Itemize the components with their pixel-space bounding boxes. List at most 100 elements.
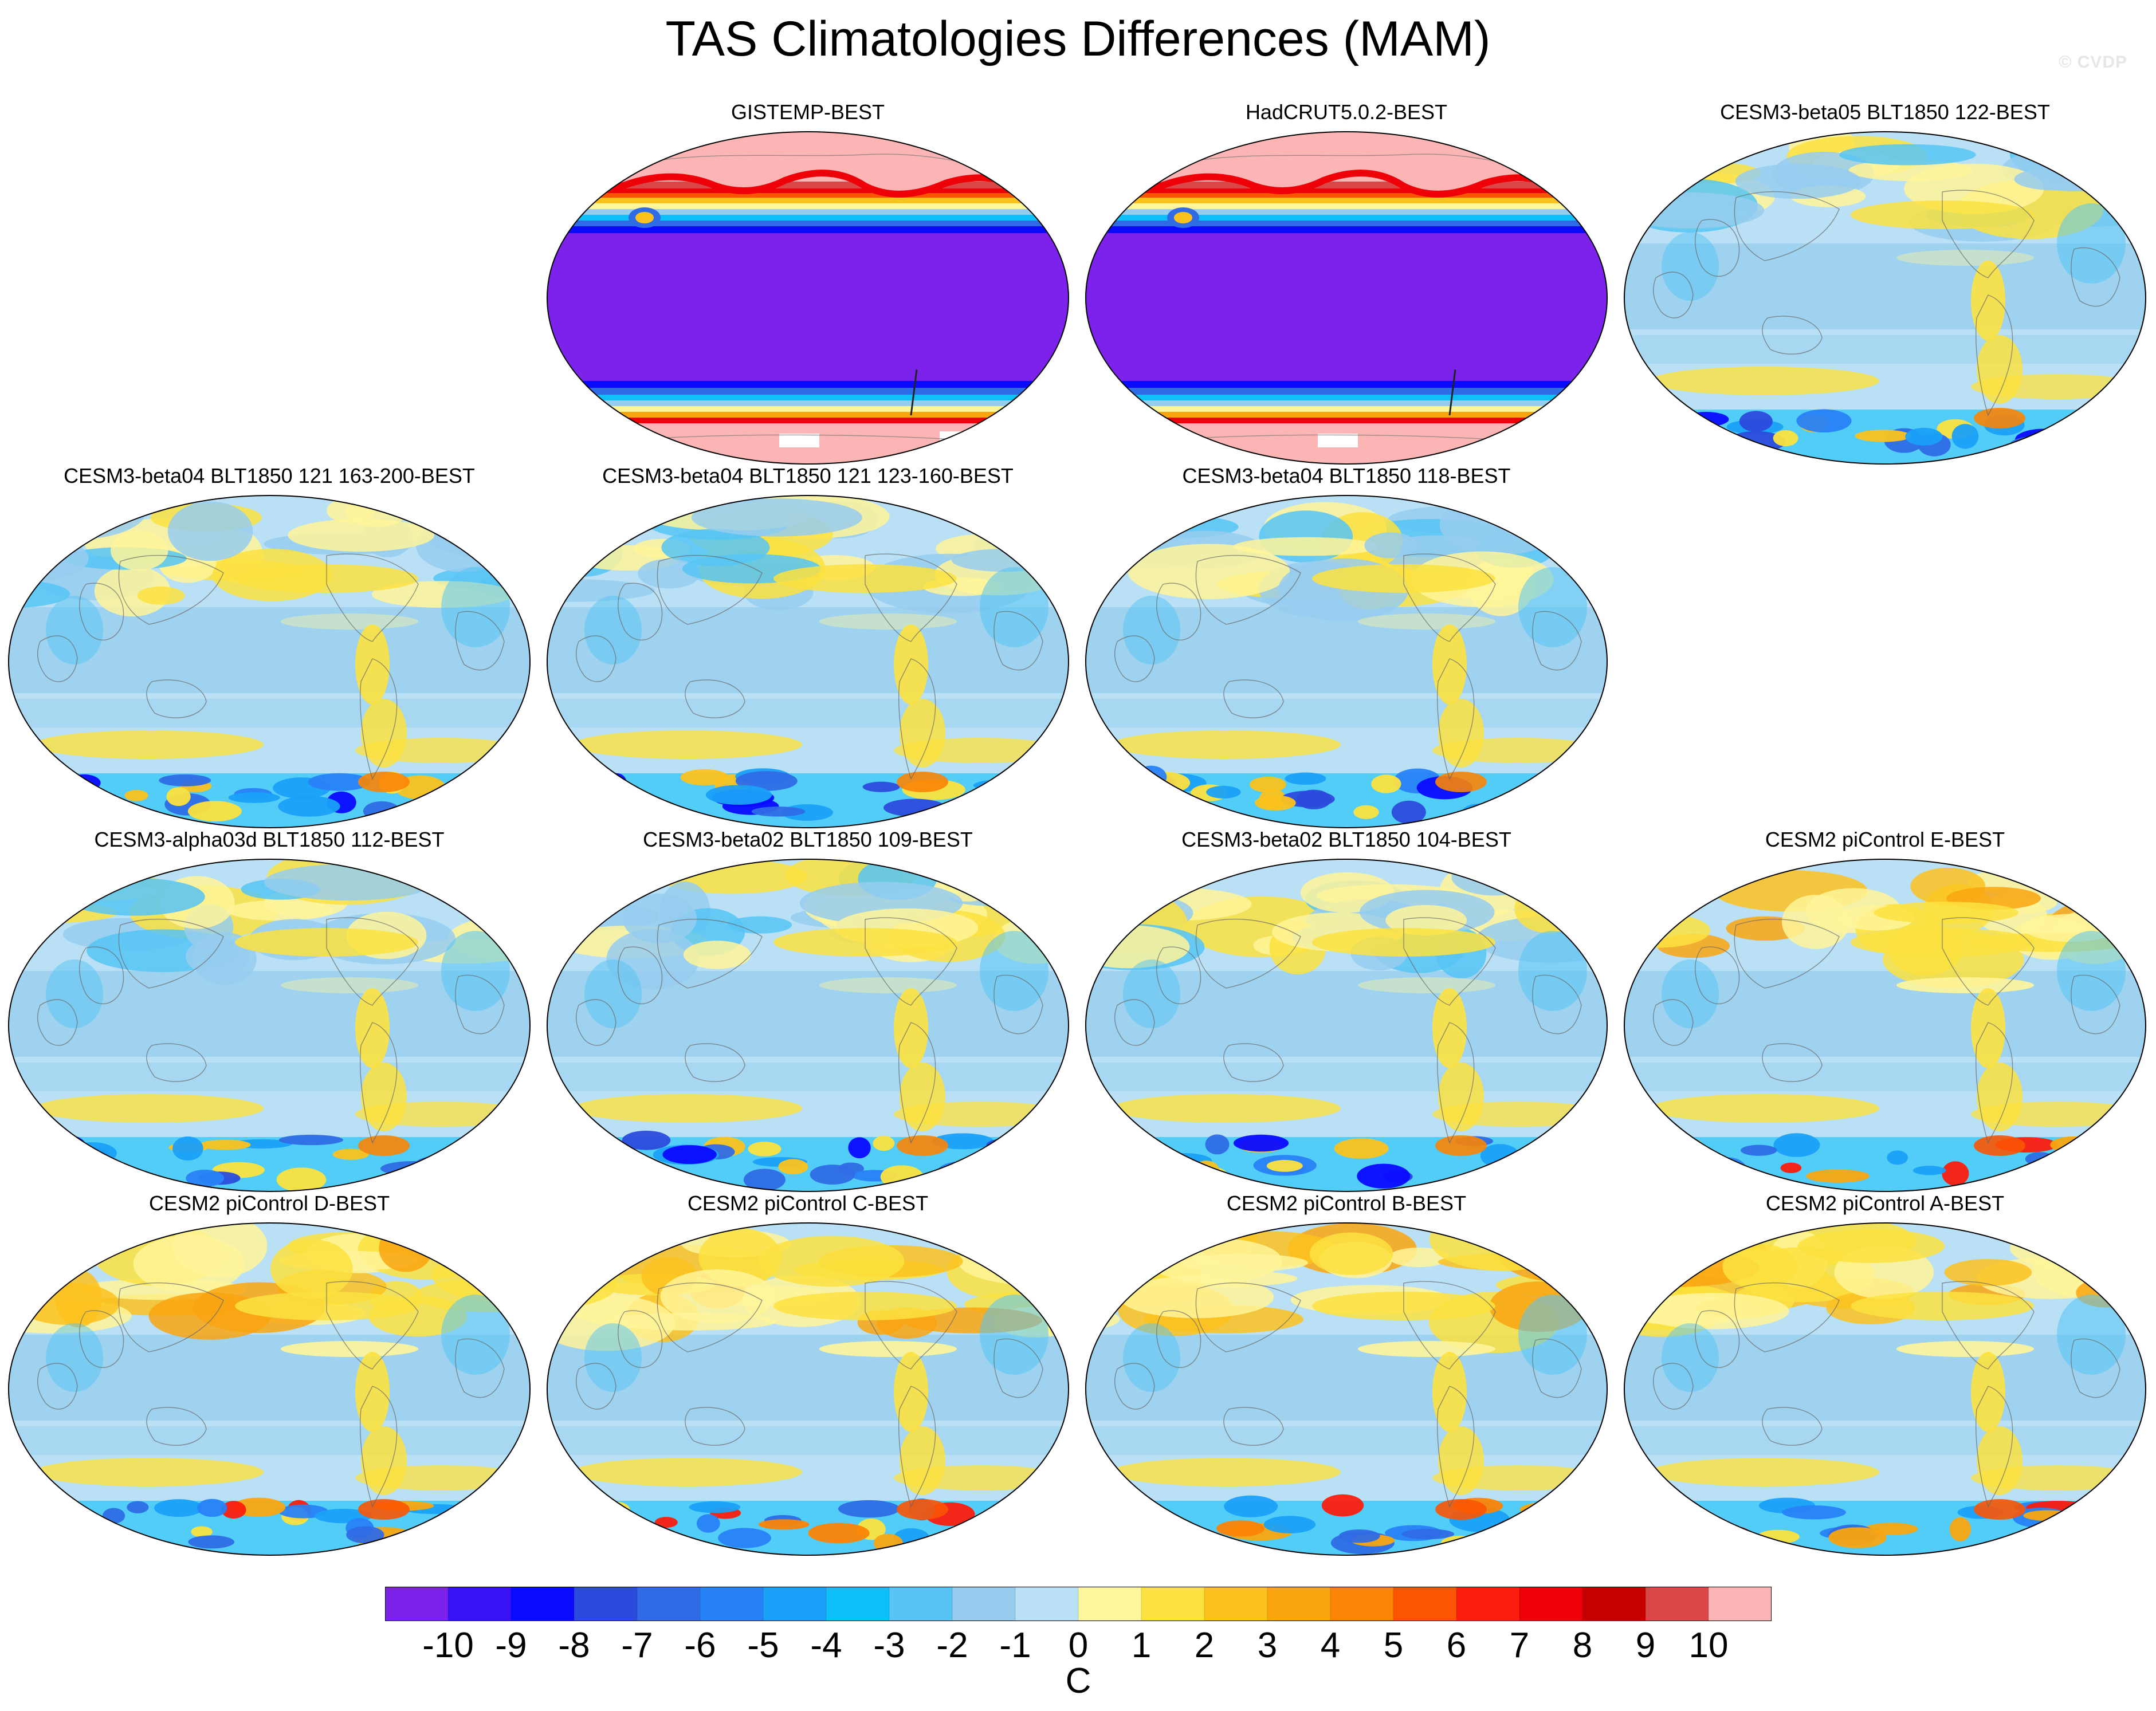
colorbar-tick-label: -7 [621, 1626, 653, 1665]
map-panel: CESM2 piControl B-BEST [1083, 1191, 1610, 1558]
anomaly-field [1086, 495, 1607, 828]
colorbar-tick-label: 4 [1320, 1626, 1341, 1665]
colorbar-swatch [1456, 1587, 1520, 1621]
colorbar-tick-label: 6 [1446, 1626, 1467, 1665]
map-svg [8, 859, 531, 1192]
map-svg [1624, 1222, 2146, 1556]
map-panel: CESM3-alpha03d BLT1850 112-BEST [6, 828, 533, 1194]
map-panel: CESM2 piControl D-BEST [6, 1191, 533, 1558]
map-outline [1085, 1222, 1608, 1556]
map-outline [1624, 131, 2146, 465]
anomaly-field [547, 1223, 1069, 1555]
map-svg [547, 859, 1069, 1192]
colorbar [385, 1587, 1772, 1621]
panel-title: CESM2 piControl B-BEST [1226, 1191, 1467, 1215]
colorbar-tick-label: 9 [1635, 1626, 1656, 1665]
map-svg [1085, 131, 1608, 465]
colorbar-tick-label: 8 [1572, 1626, 1593, 1665]
colorbar-swatch [1330, 1587, 1394, 1621]
figure-title: TAS Climatologies Differences (MAM) [665, 11, 1491, 66]
map-svg [547, 131, 1069, 465]
map-svg [1085, 859, 1608, 1192]
colorbar-tick-label: 2 [1194, 1626, 1215, 1665]
map-outline [547, 1222, 1069, 1556]
panel-title: CESM3-beta04 BLT1850 118-BEST [1182, 464, 1511, 487]
colorbar-swatch [1646, 1587, 1709, 1621]
map-outline [547, 131, 1069, 465]
cvdp-watermark: © CVDP [2059, 53, 2127, 72]
colorbar-swatch [763, 1587, 827, 1621]
map-outline [1624, 859, 2146, 1192]
colorbar-swatch [889, 1587, 953, 1621]
map-outline [1085, 495, 1608, 828]
colorbar-tick-label: -5 [747, 1626, 779, 1665]
colorbar-swatch [1709, 1587, 1772, 1621]
colorbar-swatch [1582, 1587, 1646, 1621]
anomaly-field [1624, 859, 2146, 1191]
colorbar-unit: C [1065, 1661, 1091, 1701]
map-outline [8, 859, 531, 1192]
map-svg [1624, 859, 2146, 1192]
map-outline [1085, 131, 1608, 465]
map-svg [8, 495, 531, 828]
panel-title: GISTEMP-BEST [731, 100, 885, 124]
anomaly-field [9, 495, 530, 828]
map-panel: GISTEMP-BEST [544, 100, 1071, 467]
colorbar-swatch [1519, 1587, 1583, 1621]
panel-title: CESM3-beta05 BLT1850 122-BEST [1720, 100, 2050, 124]
map-panel: CESM2 piControl C-BEST [544, 1191, 1071, 1558]
panel-title: CESM2 piControl E-BEST [1765, 828, 2005, 851]
colorbar-swatch [1393, 1587, 1457, 1621]
anomaly-field [1086, 859, 1607, 1191]
map-svg [1085, 495, 1608, 828]
anomaly-field [9, 1223, 530, 1555]
anomaly-field [547, 132, 1069, 464]
colorbar-swatch [1204, 1587, 1268, 1621]
colorbar-tick-label: -10 [422, 1626, 474, 1665]
map-svg [547, 495, 1069, 828]
map-panel: CESM3-beta04 BLT1850 121 123-160-BEST [544, 464, 1071, 831]
colorbar-swatch [385, 1587, 449, 1621]
colorbar-tick-label: 0 [1068, 1626, 1089, 1665]
panel-title: CESM3-beta04 BLT1850 121 163-200-BEST [64, 464, 475, 487]
panel-title: CESM3-beta02 BLT1850 109-BEST [643, 828, 973, 851]
map-outline [8, 1222, 531, 1556]
map-outline [547, 495, 1069, 828]
colorbar-swatch [637, 1587, 701, 1621]
colorbar-swatch [448, 1587, 512, 1621]
colorbar-swatch [700, 1587, 764, 1621]
anomaly-field [547, 495, 1069, 828]
map-panel: CESM3-beta05 BLT1850 122-BEST [1621, 100, 2149, 467]
colorbar-tick-label: -1 [999, 1626, 1031, 1665]
colorbar-swatch [1267, 1587, 1331, 1621]
map-panel: HadCRUT5.0.2-BEST [1083, 100, 1610, 467]
colorbar-tick-label: -8 [558, 1626, 590, 1665]
panel-title: HadCRUT5.0.2-BEST [1245, 100, 1448, 124]
map-svg [8, 1222, 531, 1556]
colorbar-swatch [952, 1587, 1016, 1621]
colorbar-tick-label: -9 [495, 1626, 527, 1665]
colorbar-tick-label: 3 [1257, 1626, 1278, 1665]
colorbar-tick-label: 7 [1509, 1626, 1530, 1665]
colorbar-tick-label: 5 [1383, 1626, 1404, 1665]
panel-title: CESM2 piControl C-BEST [687, 1191, 929, 1215]
map-svg [1624, 131, 2146, 465]
colorbar-tick-label: 10 [1688, 1626, 1729, 1665]
map-svg [1085, 1222, 1608, 1556]
colorbar-tick-label: -2 [936, 1626, 968, 1665]
colorbar-swatch [511, 1587, 575, 1621]
map-panel: CESM3-beta04 BLT1850 118-BEST [1083, 464, 1610, 831]
anomaly-field [1086, 132, 1607, 464]
anomaly-field [1086, 1223, 1607, 1555]
colorbar-tick-label: -6 [684, 1626, 716, 1665]
map-panel: CESM3-beta04 BLT1850 121 163-200-BEST [6, 464, 533, 831]
panel-title: CESM2 piControl A-BEST [1765, 1191, 2005, 1215]
colorbar-swatch [1078, 1587, 1142, 1621]
panel-title: CESM3-alpha03d BLT1850 112-BEST [94, 828, 445, 851]
colorbar-swatch [574, 1587, 638, 1621]
map-svg [547, 1222, 1069, 1556]
panel-title: CESM3-beta02 BLT1850 104-BEST [1181, 828, 1511, 851]
map-panel: CESM3-beta02 BLT1850 109-BEST [544, 828, 1071, 1194]
panel-title: CESM2 piControl D-BEST [148, 1191, 390, 1215]
